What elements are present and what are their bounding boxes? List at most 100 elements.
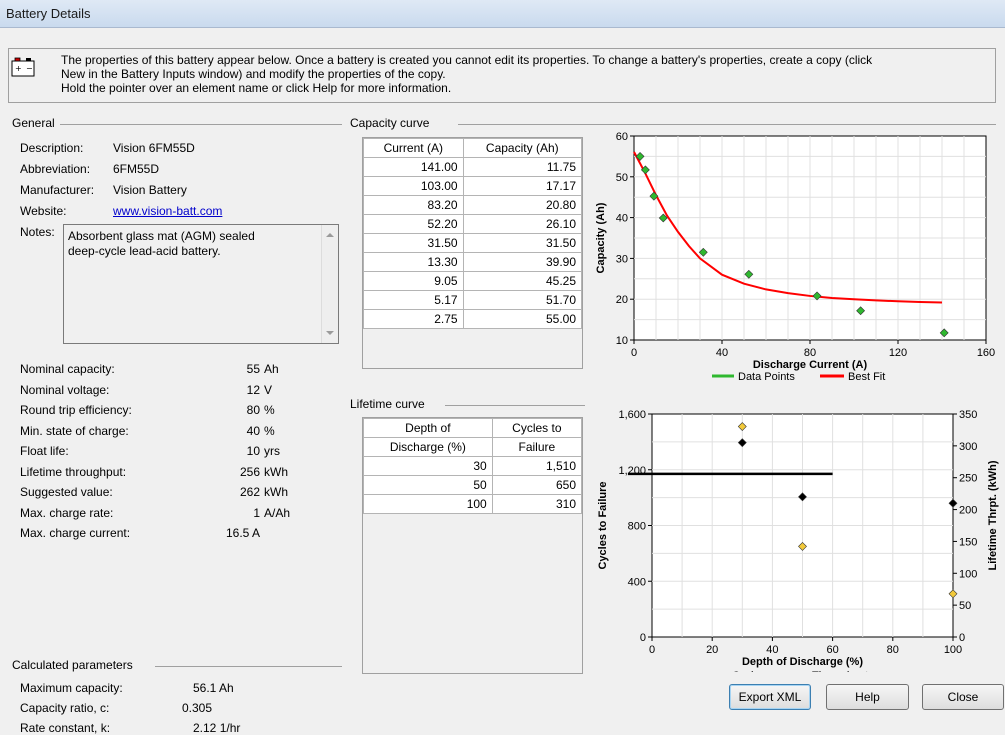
info-line: The properties of this battery appear be… <box>61 53 873 67</box>
column-header[interactable]: Cycles to <box>491 418 583 438</box>
table-row[interactable]: 30 1,510 <box>363 456 583 476</box>
capacity-table[interactable]: Current (A) Capacity (Ah) 141.00 11.75 103… <box>363 138 583 329</box>
lifetime-table[interactable]: Depth of Cycles to Discharge (%) Failure… <box>363 418 583 514</box>
table-cell[interactable]: 650 <box>491 475 583 495</box>
calculated-label: Rate constant, k: <box>20 721 111 735</box>
scroll-down-icon[interactable] <box>326 331 334 335</box>
y-tick-label: 0 <box>640 632 646 644</box>
table-cell[interactable]: 52.20 <box>363 214 464 234</box>
table-row[interactable]: 141.00 11.75 <box>363 157 583 177</box>
property-label: Max. charge rate: <box>20 505 114 520</box>
table-row[interactable]: 31.50 31.50 <box>363 233 583 253</box>
table-row[interactable]: 5.17 51.70 <box>363 290 583 310</box>
table-cell[interactable]: 11.75 <box>462 157 583 177</box>
notes-scrollbar[interactable] <box>321 225 338 343</box>
x-tick-label: 80 <box>804 347 816 359</box>
property-value: 262 <box>239 485 260 499</box>
close-button[interactable]: Close <box>922 684 1004 710</box>
data-point <box>640 165 650 175</box>
x-tick-label: 60 <box>826 644 838 656</box>
table-cell[interactable]: 9.05 <box>363 271 464 291</box>
table-cell[interactable]: 26.10 <box>462 214 583 234</box>
property-value: 80 <box>246 403 260 417</box>
table-cell[interactable]: 30 <box>363 456 493 476</box>
column-header[interactable]: Depth of <box>363 418 493 438</box>
description-label: Description: <box>20 141 84 155</box>
x-axis-label: Discharge Current (A) <box>753 359 868 371</box>
property-unit: kWh <box>264 464 288 479</box>
table-row[interactable]: 103.00 17.17 <box>363 176 583 196</box>
column-header[interactable]: Discharge (%) <box>363 437 493 457</box>
calculated-label: Maximum capacity: <box>20 681 123 695</box>
website-link[interactable]: www.vision-batt.com <box>113 204 223 218</box>
property-label: Suggested value: <box>20 485 113 499</box>
calculated-value: 2.12 1/hr <box>193 721 241 735</box>
x-tick-label: 100 <box>944 644 962 656</box>
data-point <box>649 191 659 201</box>
table-row[interactable]: 13.30 39.90 <box>363 252 583 272</box>
y2-axis-label: Lifetime Thrpt. (kWh) <box>987 460 999 570</box>
table-row[interactable]: 100 310 <box>363 494 583 514</box>
table-cell[interactable]: 100 <box>363 494 493 514</box>
property-label: Min. state of charge: <box>20 423 129 438</box>
table-cell[interactable]: 20.80 <box>462 195 583 215</box>
scroll-up-icon[interactable] <box>326 233 334 237</box>
table-cell[interactable]: 13.30 <box>363 252 464 272</box>
table-cell[interactable]: 45.25 <box>462 271 583 291</box>
calculated-divider <box>155 666 342 667</box>
y2-tick-label: 50 <box>959 600 971 612</box>
calculated-label: Capacity ratio, c: <box>20 701 110 715</box>
table-cell[interactable]: 51.70 <box>462 290 583 310</box>
table-cell[interactable]: 103.00 <box>363 176 464 196</box>
table-row[interactable]: 52.20 26.10 <box>363 214 583 234</box>
abbreviation-label: Abbreviation: <box>20 162 91 176</box>
y2-tick-label: 300 <box>959 441 977 453</box>
data-point <box>856 306 866 316</box>
table-row[interactable]: 2.75 55.00 <box>363 309 583 329</box>
notes-textarea[interactable]: Absorbent glass mat (AGM) sealed deep-cy… <box>63 224 339 344</box>
table-row[interactable]: 83.20 20.80 <box>363 195 583 215</box>
table-cell[interactable]: 50 <box>363 475 493 495</box>
notes-label: Notes: <box>20 225 55 239</box>
y-tick-label: 60 <box>616 131 628 143</box>
table-cell[interactable]: 1,510 <box>491 456 583 476</box>
column-header[interactable]: Current (A) <box>363 138 464 158</box>
property-value: 1 <box>253 505 260 520</box>
property-label: Nominal voltage: <box>20 382 110 397</box>
table-cell[interactable]: 141.00 <box>363 157 464 177</box>
y-axis-label: Cycles to Failure <box>597 481 609 569</box>
info-text: The properties of this battery appear be… <box>61 53 872 95</box>
manufacturer-value: Vision Battery <box>113 183 187 197</box>
table-cell[interactable]: 31.50 <box>363 233 464 253</box>
table-cell[interactable]: 83.20 <box>363 195 464 215</box>
help-button[interactable]: Help <box>826 684 909 710</box>
x-tick-label: 40 <box>716 347 728 359</box>
throughput-point <box>948 498 958 508</box>
column-header[interactable]: Capacity (Ah) <box>462 138 583 158</box>
table-row[interactable]: 9.05 45.25 <box>363 271 583 291</box>
x-tick-label: 80 <box>887 644 899 656</box>
table-cell[interactable]: 31.50 <box>462 233 583 253</box>
table-cell[interactable]: 5.17 <box>363 290 464 310</box>
lifetime-chart: 0 20 40 60 80 10004008001,2001,60005010015020… <box>597 409 999 672</box>
table-cell[interactable]: 2.75 <box>363 309 464 329</box>
property-value: 55 <box>246 362 260 376</box>
table-row[interactable]: 50 650 <box>363 475 583 495</box>
property-value: 10 <box>246 444 260 458</box>
column-header[interactable]: Failure <box>491 437 583 457</box>
y2-tick-label: 100 <box>959 568 977 580</box>
x-tick-label: 20 <box>706 644 718 656</box>
table-cell[interactable]: 17.17 <box>462 176 583 196</box>
capacity-curve-label: Capacity curve <box>350 116 434 130</box>
legend-label: Cycles <box>732 670 766 672</box>
table-cell[interactable]: 39.90 <box>462 252 583 272</box>
property-unit: yrs <box>264 444 280 458</box>
export-xml-button[interactable]: Export XML <box>729 684 811 710</box>
table-cell[interactable]: 55.00 <box>462 309 583 329</box>
notes-line: Absorbent glass mat (AGM) sealed <box>68 229 255 243</box>
y-tick-label: 10 <box>616 335 628 347</box>
property-label: Lifetime throughput: <box>20 464 127 479</box>
throughput-point <box>737 438 747 448</box>
table-cell[interactable]: 310 <box>491 494 583 514</box>
legend-label: Data Points <box>738 371 795 383</box>
